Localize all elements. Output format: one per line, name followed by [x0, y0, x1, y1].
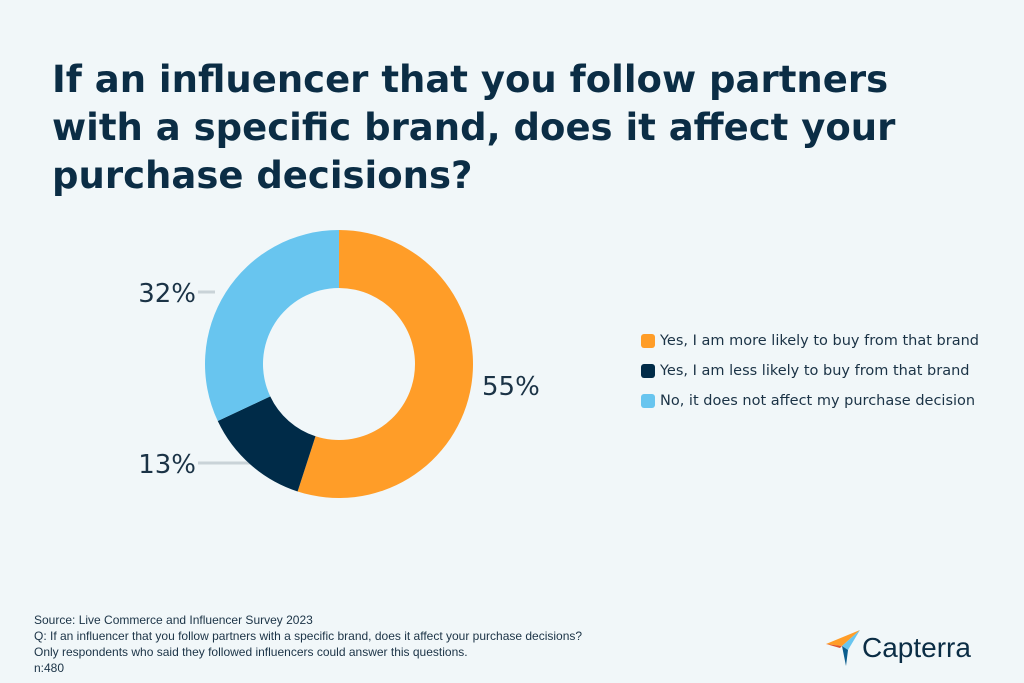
- chart-title: If an influencer that you follow partner…: [52, 58, 896, 197]
- capterra-logo: Capterra: [826, 630, 971, 666]
- donut-slice: [297, 229, 474, 498]
- donut-slice: [217, 396, 316, 492]
- footer-notes: Source: Live Commerce and Influencer Sur…: [34, 612, 582, 676]
- legend-swatch: [641, 394, 655, 408]
- legend-label: Yes, I am less likely to buy from that b…: [660, 363, 970, 379]
- note-text: Only respondents who said they followed …: [34, 645, 468, 659]
- legend-item: No, it does not affect my purchase decis…: [641, 386, 979, 416]
- legend-swatch: [641, 334, 655, 348]
- legend-item: Yes, I am less likely to buy from that b…: [641, 356, 979, 386]
- logo-text: Capterra: [862, 632, 971, 663]
- sample-size: n:480: [34, 661, 65, 675]
- legend: Yes, I am more likely to buy from that b…: [641, 326, 979, 416]
- data-label: 55%: [482, 372, 540, 402]
- legend-item: Yes, I am more likely to buy from that b…: [641, 326, 979, 356]
- capterra-arrow-icon: [826, 630, 860, 666]
- donut-slice: [204, 230, 339, 422]
- legend-swatch: [641, 364, 655, 378]
- data-label: 13%: [138, 450, 196, 480]
- question-text: Q: If an influencer that you follow part…: [34, 629, 583, 643]
- source-text: Source: Live Commerce and Influencer Sur…: [34, 613, 313, 627]
- legend-label: Yes, I am more likely to buy from that b…: [660, 333, 979, 349]
- data-label: 32%: [138, 279, 196, 309]
- legend-label: No, it does not affect my purchase decis…: [660, 393, 976, 409]
